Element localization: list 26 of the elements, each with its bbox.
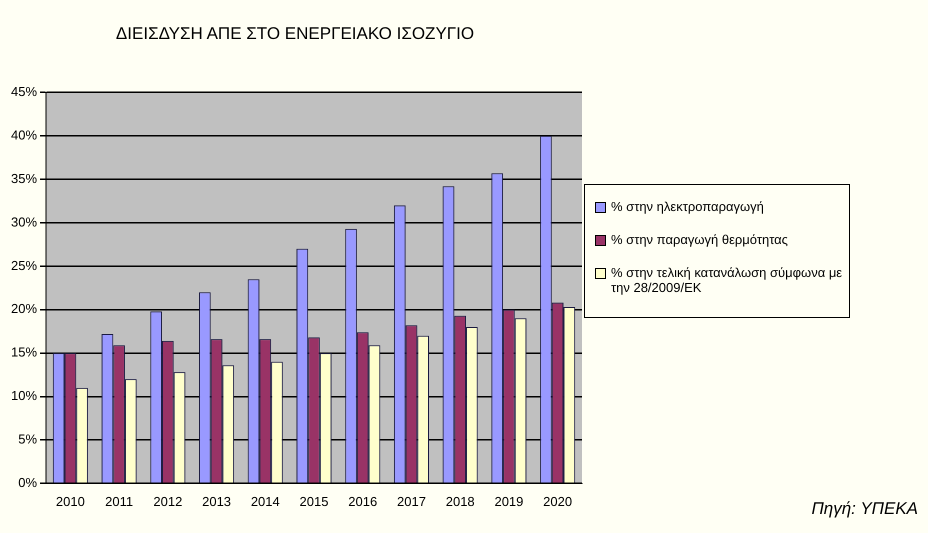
x-tick-label: 2011 xyxy=(105,494,134,509)
legend-label: % στην τελική κατανάλωση σύμφωνα με την 28/2009/ΕΚ xyxy=(611,265,843,295)
legend-label: % στην παραγωγή θερμότητας xyxy=(611,232,788,247)
x-tick-label: 2014 xyxy=(250,494,280,509)
y-tick-label: 10% xyxy=(10,388,38,404)
text: Πηγή: ΥΠΕΚΑ xyxy=(811,499,918,519)
x-tick-label: 2012 xyxy=(153,494,182,509)
y-tick-label: 40% xyxy=(10,127,38,142)
y-tick-label: 30% xyxy=(10,214,38,230)
y-tick-label: 15% xyxy=(10,344,38,360)
legend-label: % στην ηλεκτροπαραγωγή xyxy=(611,199,764,214)
y-tick-label: 25% xyxy=(10,258,38,273)
chart-title: ΔΙΕΙΣΔΥΣΗ ΑΠΕ ΣΤΟ ΕΝΕΡΓΕΙΑΚΟ ΙΣΟΖΥΓΙΟ xyxy=(116,24,474,43)
x-tick-label: 2015 xyxy=(300,494,328,509)
x-tick-label: 2018 xyxy=(446,494,475,509)
y-tick-label: 20% xyxy=(10,301,38,316)
x-tick-label: 2020 xyxy=(543,494,572,509)
y-tick-label: 45% xyxy=(10,84,38,99)
x-tick-label: 2013 xyxy=(202,494,232,509)
y-tick-label: 35% xyxy=(10,170,38,186)
x-tick-label: 2010 xyxy=(56,494,85,509)
y-tick-label: 0% xyxy=(18,474,38,490)
x-tick-label: 2017 xyxy=(397,494,426,509)
x-tick-label: 2019 xyxy=(494,494,524,509)
x-tick-label: 2016 xyxy=(348,494,378,509)
y-tick-label: 5% xyxy=(18,432,38,447)
